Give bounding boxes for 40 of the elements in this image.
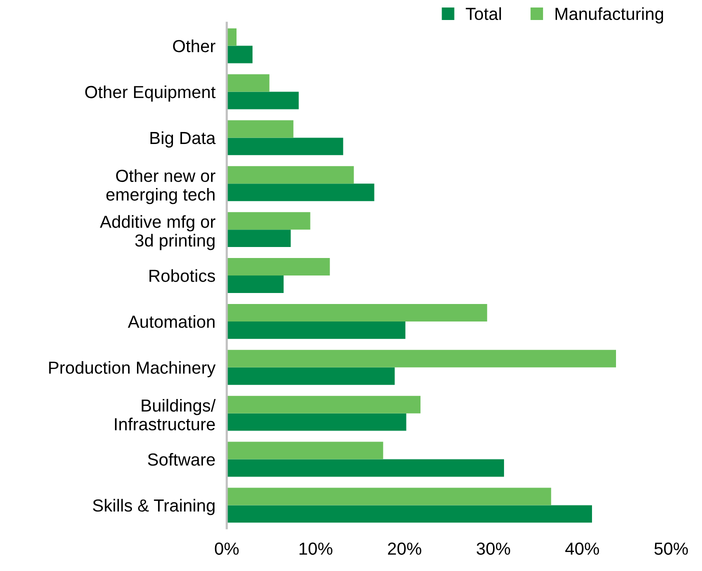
bar [226,276,284,293]
bar [226,488,552,506]
x-tick-label: 50% [654,542,688,555]
y-tick-label: Skills & Training [92,498,215,516]
y-tick-label: Robotics [150,269,216,282]
bar [226,442,384,460]
x-tick-label: 40% [565,542,599,555]
y-tick-label: Other [173,40,216,52]
bar [226,321,406,339]
bar [226,505,592,523]
legend-label: Manufacturing [556,7,664,24]
bar [226,166,354,184]
bar [226,396,420,414]
bar [226,212,310,230]
y-tick-label: Other new or emerging tech [106,169,216,204]
bar [226,74,270,92]
x-tick-label: 30% [476,542,510,555]
y-tick-label: Other Equipment [85,85,216,102]
x-tick-label: 0% [214,542,239,555]
bar [226,230,291,248]
y-tick-label: Additive mfg or 3d printing [100,215,216,250]
bar [226,350,616,368]
y-tick-label: Software [148,452,215,466]
bar [226,413,406,431]
bar [226,304,488,322]
y-tick-label: Big Data [150,131,216,148]
x-tick-label: 10% [300,542,332,555]
bar [226,258,330,276]
bar [226,120,294,138]
y-tick-label: Automation [128,315,215,328]
bar [226,46,253,64]
y-tick-label: Production Machinery [49,361,216,378]
bar [226,184,374,202]
legend-label: Total [466,7,501,20]
bar [226,459,504,477]
bar [226,138,344,156]
x-tick-label: 20% [388,542,422,555]
bar [226,92,299,110]
y-tick-label: Buildings/ Infrastructure [114,398,216,430]
bar [226,367,395,385]
